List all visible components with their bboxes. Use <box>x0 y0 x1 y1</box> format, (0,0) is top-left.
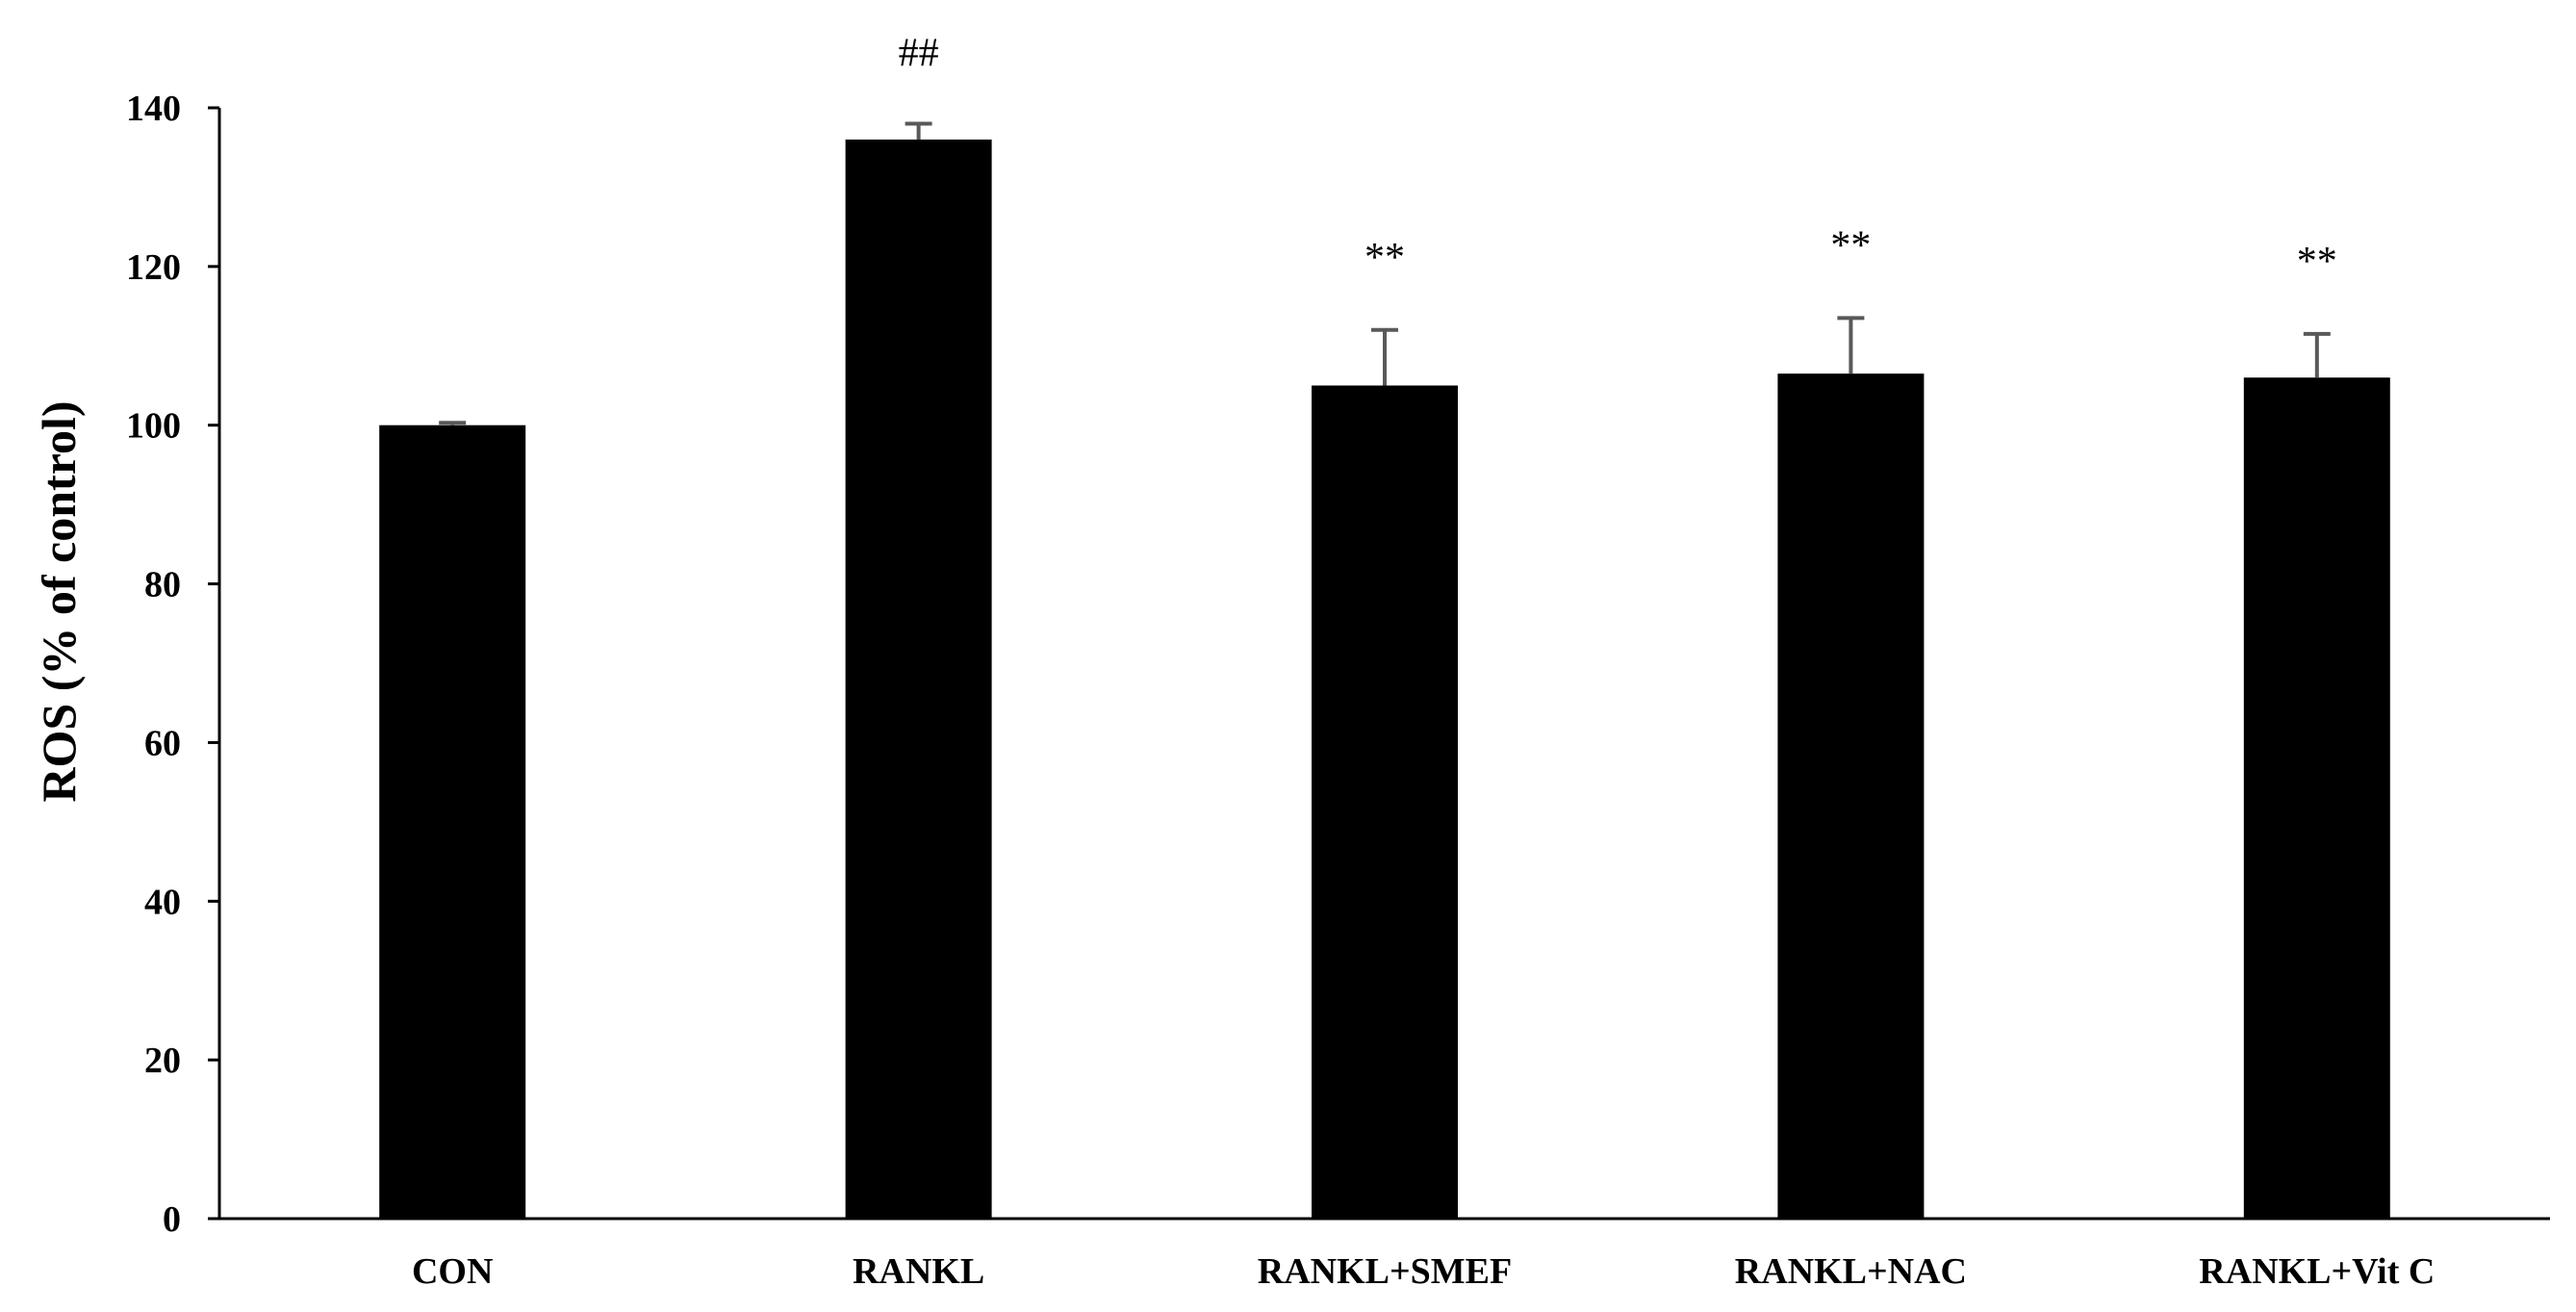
y-tick-label-5: 100 <box>126 406 181 447</box>
y-tick-label-2: 40 <box>144 882 181 922</box>
bar-0 <box>379 424 526 1219</box>
category-label-3: RANKL+NAC <box>1735 1251 1967 1292</box>
y-tick-label-1: 20 <box>144 1041 181 1081</box>
y-tick-label-3: 60 <box>144 723 181 763</box>
significance-label-4: ** <box>2297 240 2337 284</box>
bar-2 <box>1312 385 1458 1219</box>
category-label-2: RANKL+SMEF <box>1258 1251 1512 1292</box>
y-axis-title: ROS (% of control) <box>32 400 86 802</box>
y-tick-label-7: 140 <box>126 89 181 129</box>
significance-label-2: ** <box>1365 236 1405 280</box>
category-label-0: CON <box>412 1251 493 1292</box>
bar-3 <box>1777 373 1925 1219</box>
bar-1 <box>845 139 992 1219</box>
category-label-4: RANKL+Vit C <box>2199 1251 2435 1292</box>
significance-label-1: ## <box>899 31 939 75</box>
category-label-1: RANKL <box>853 1251 984 1292</box>
significance-label-3: ** <box>1830 223 1871 268</box>
y-tick-label-4: 80 <box>144 565 181 605</box>
y-tick-label-6: 120 <box>126 247 181 288</box>
bar-4 <box>2243 377 2390 1219</box>
y-tick-label-0: 0 <box>163 1199 181 1240</box>
plot-area: CON ## RANKL ** RANKL+SMEF ** RANKL+NAC ** RANKL… <box>126 31 2550 1292</box>
